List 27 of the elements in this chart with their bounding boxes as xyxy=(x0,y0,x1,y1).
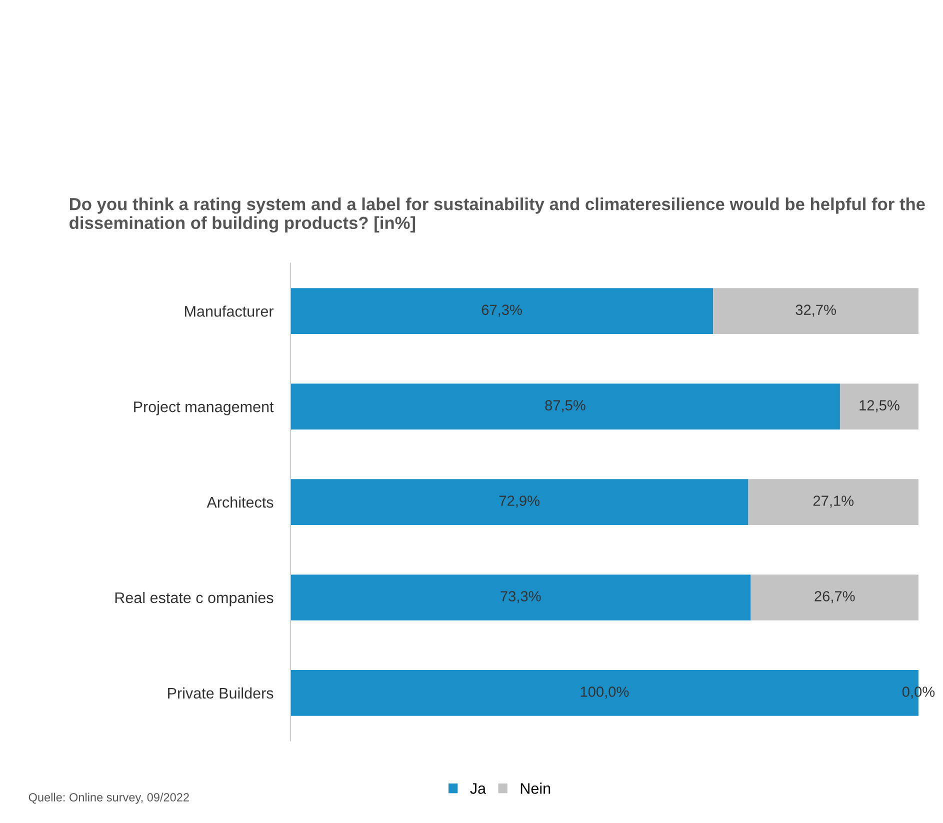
y-tick-label: Private Builders xyxy=(168,687,274,699)
y-tick-label: Project management xyxy=(134,401,274,416)
data-label: 12,5% xyxy=(860,400,900,412)
data-label: 72,9% xyxy=(499,496,540,508)
chart-title: Do you think a rating system and a label for sustainability and climateresilience would be helpful for the dissemination of building products? [in%] xyxy=(70,198,925,233)
bar xyxy=(290,479,748,525)
data-label: 26,7% xyxy=(814,591,855,604)
y-tick-label: Manufacturer xyxy=(185,306,274,317)
y-tick-label: Architects xyxy=(206,496,274,508)
data-label: 67,3% xyxy=(482,304,522,317)
data-label: 0,0% xyxy=(902,686,935,699)
bar xyxy=(750,574,918,620)
bar xyxy=(713,288,918,334)
data-label: 27,1% xyxy=(813,496,854,508)
bar xyxy=(748,479,918,525)
data-label: 87,5% xyxy=(545,400,586,412)
legend-label: Nein xyxy=(520,782,550,794)
y-tick-label: Real estate c ompanies xyxy=(115,592,274,606)
data-label: 73,3% xyxy=(500,591,541,604)
bar xyxy=(290,384,840,430)
data-label: 100,0% xyxy=(580,686,629,699)
data-label: 32,7% xyxy=(796,304,836,317)
source-note: Quelle: Online survey, 09/2022 xyxy=(28,792,189,804)
bar xyxy=(840,384,918,430)
bar xyxy=(290,288,714,334)
legend-label: Ja xyxy=(470,783,486,794)
bar xyxy=(290,574,751,620)
